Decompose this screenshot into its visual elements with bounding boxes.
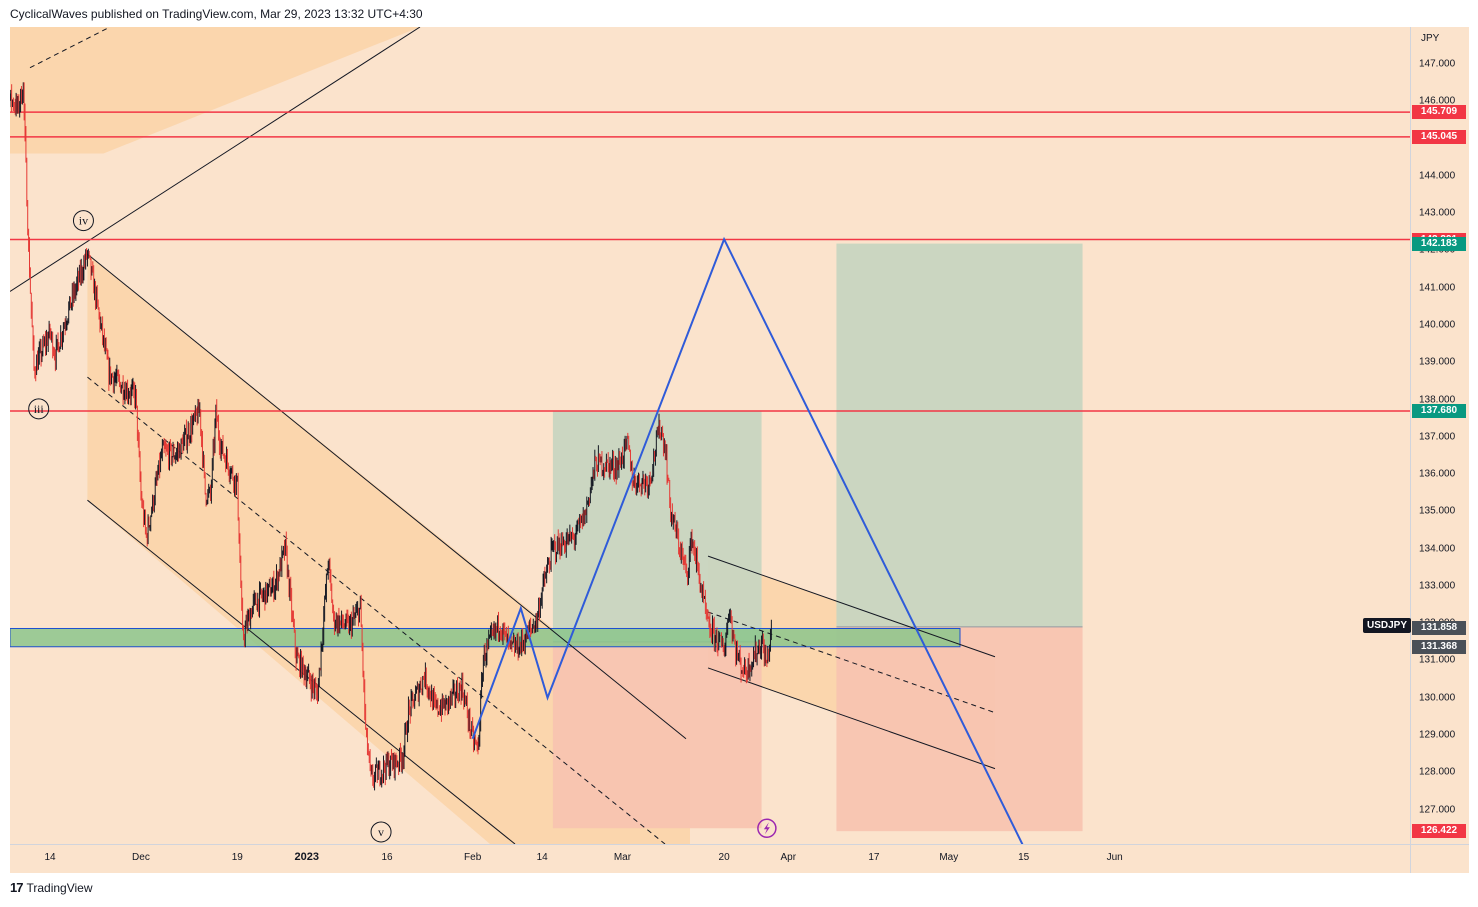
time-tick-label: Dec	[132, 852, 150, 863]
time-tick-label: 17	[868, 852, 880, 863]
price-badge: 137.680	[1412, 404, 1466, 419]
small-channel-upper	[707, 555, 996, 658]
rising-channel-mid	[29, 27, 111, 69]
flash-icon-bolt	[763, 822, 770, 835]
price-tick-label: 138.000	[1419, 394, 1456, 406]
time-tick-label: 19	[231, 852, 243, 863]
price-badge: 126.422	[1412, 824, 1466, 839]
projection-path	[471, 236, 1024, 844]
symbol-label: USDJPY	[1363, 618, 1412, 633]
wave-label-iv: iv	[79, 214, 88, 228]
position-profit-zone-2	[836, 243, 1083, 627]
time-tick-label: Apr	[780, 852, 797, 863]
time-tick-label: 16	[381, 852, 393, 863]
price-tick-label: 129.000	[1419, 729, 1456, 741]
price-tick-label: 131.000	[1419, 654, 1456, 666]
time-tick-label: 20	[718, 852, 730, 863]
price-badge: 131.368	[1412, 639, 1466, 654]
wave-label-circle-iv	[72, 210, 94, 232]
currency-label: JPY	[1421, 33, 1440, 44]
small-channel-lower	[707, 667, 996, 770]
time-tick-label: 2023	[294, 851, 320, 863]
price-badge: 131.858	[1412, 621, 1466, 636]
time-axis[interactable]: 14 Dec 19 2023 16 Feb 14 Mar 20 Apr 17 May 15 Jun	[10, 844, 1410, 873]
price-tick-label: 140.000	[1419, 319, 1456, 331]
position-loss-zone-1	[552, 641, 762, 829]
time-tick-label: 14	[536, 852, 548, 863]
price-chart[interactable]: iv iii v	[10, 27, 1410, 844]
axis-corner	[1410, 844, 1469, 873]
footer: 17 TradingView	[10, 880, 93, 895]
price-tick-label: 135.000	[1419, 505, 1456, 517]
price-tick-label: 143.000	[1419, 207, 1456, 219]
price-badge: 145.045	[1412, 129, 1466, 144]
position-loss-zone-2	[836, 626, 1083, 832]
tradingview-logo-icon: 17	[10, 880, 24, 895]
time-tick-label: Jun	[1106, 852, 1123, 863]
price-tick-label: 127.000	[1419, 804, 1456, 816]
flash-icon	[757, 818, 777, 838]
falling-channel-mid	[87, 376, 666, 844]
falling-channel-upper	[87, 253, 687, 740]
price-tick-label: 139.000	[1419, 356, 1456, 368]
price-tick-label: 144.000	[1419, 170, 1456, 182]
wave-label-v: v	[378, 825, 384, 839]
falling-channel-fill	[87, 254, 690, 844]
position-profit-zone-1	[552, 411, 762, 642]
price-axis[interactable]: JPY 147.000146.000145.000144.000143.0001…	[1410, 27, 1469, 844]
price-tick-label: 147.000	[1419, 58, 1456, 70]
price-tick-label: 134.000	[1419, 543, 1456, 555]
price-tick-label: 141.000	[1419, 282, 1456, 294]
wave-label-circle-iii	[28, 398, 50, 420]
chart-canvas: iv iii v	[10, 27, 1410, 844]
price-tick-label: 137.000	[1419, 431, 1456, 443]
time-tick-label: 15	[1018, 852, 1030, 863]
rising-channel-lower	[10, 27, 421, 292]
rising-channel-fill	[10, 27, 420, 154]
price-tick-label: 133.000	[1419, 580, 1456, 592]
price-tick-label: 130.000	[1419, 692, 1456, 704]
time-tick-label: Mar	[613, 852, 632, 863]
time-tick-label: Feb	[464, 852, 482, 863]
price-tick-label: 146.000	[1419, 95, 1456, 107]
price-badge: 142.183	[1412, 236, 1466, 251]
wave-label-circle-v	[370, 821, 392, 843]
time-tick-label: May	[939, 852, 959, 863]
brand-name: TradingView	[26, 880, 93, 895]
price-tick-label: 128.000	[1419, 766, 1456, 778]
publish-header: CyclicalWaves published on TradingView.c…	[10, 7, 423, 21]
time-tick-label: 14	[44, 852, 56, 863]
price-tick-label: 136.000	[1419, 468, 1456, 480]
price-badge: 145.709	[1412, 105, 1466, 120]
small-channel-mid	[707, 611, 996, 714]
wave-label-iii: iii	[34, 402, 45, 416]
